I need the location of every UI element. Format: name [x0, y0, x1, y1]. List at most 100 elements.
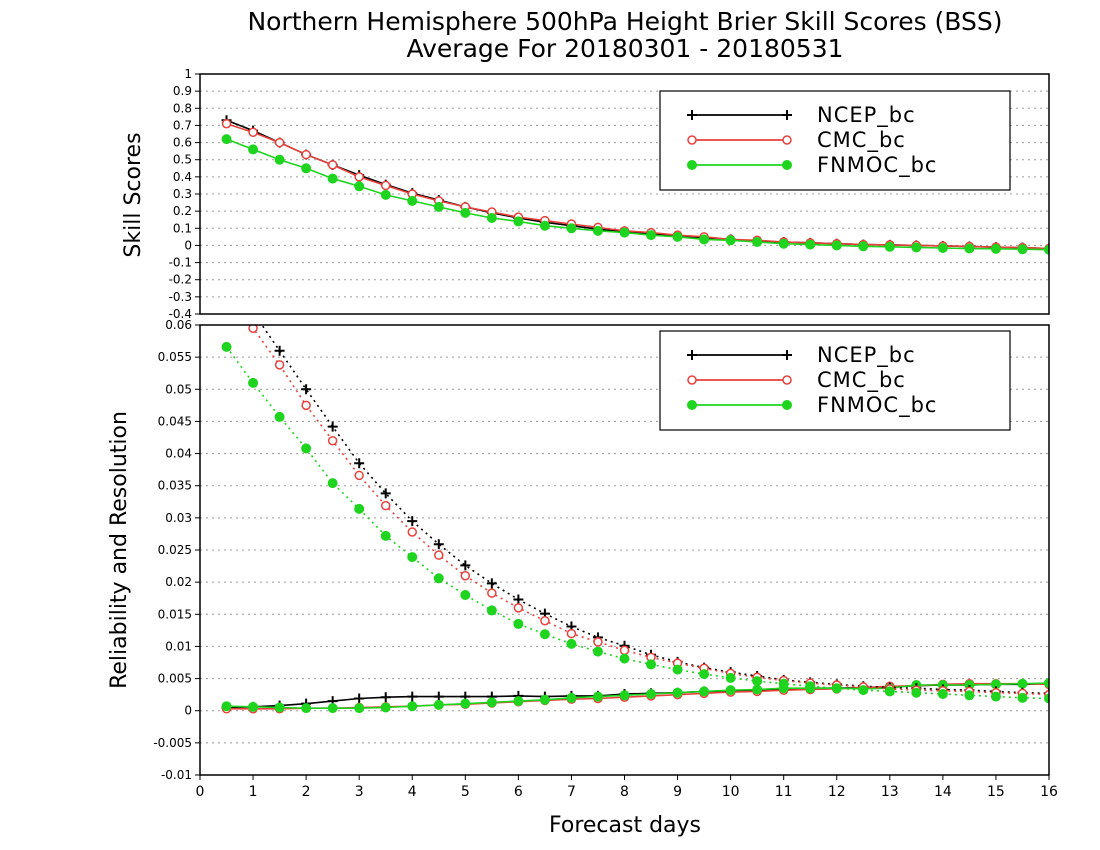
bottom-fnmoc-bc-resolution-point: [646, 659, 657, 670]
x-tick-label: 12: [828, 784, 846, 800]
x-tick-label: 16: [1040, 784, 1058, 800]
bottom-cmc-bc-resolution-point: [434, 550, 444, 560]
bottom-fnmoc-bc-reliability-point: [592, 691, 603, 702]
top-y-tick-label: 0.3: [173, 187, 192, 201]
top-y-tick-label: 0: [184, 238, 192, 252]
top-y-tick-label: 1: [184, 67, 192, 81]
bottom-y-tick-label: 0.005: [158, 672, 192, 686]
top-fnmoc-bc-point: [407, 195, 418, 206]
bottom-fnmoc-bc-reliability-point: [539, 694, 550, 705]
bottom-fnmoc-bc-reliability-point: [752, 684, 763, 695]
top-fnmoc-bc-point: [858, 241, 869, 252]
bottom-fnmoc-bc-resolution-point: [699, 669, 710, 680]
top-cmc-bc-point: [221, 118, 232, 129]
top-fnmoc-bc-point: [672, 231, 683, 242]
bottom-fnmoc-bc-resolution-point: [672, 664, 683, 675]
top-fnmoc-bc-point: [433, 201, 444, 212]
top-fnmoc-bc-point: [831, 240, 842, 251]
bottom-fnmoc-bc-reliability-point: [646, 689, 657, 699]
top-series-clipped: [221, 115, 1049, 255]
bottom-legend-label-ncep-bc: NCEP_bc: [817, 343, 916, 368]
bottom-cmc-bc-resolution-point: [540, 615, 550, 626]
bottom-legend-label-cmc-bc: CMC_bc: [817, 368, 906, 393]
bottom-fnmoc-bc-resolution-point: [486, 605, 497, 616]
bottom-fnmoc-bc-reliability-series: [221, 678, 1049, 714]
top-fnmoc-bc-series: [221, 134, 1049, 255]
top-y-tick-label: -0.1: [169, 256, 192, 270]
x-axis-label: Forecast days: [549, 813, 701, 838]
top-fnmoc-bc-point: [221, 134, 232, 145]
top-fnmoc-bc-point: [327, 173, 338, 184]
top-fnmoc-bc-point: [964, 243, 975, 254]
bottom-y-tick-label: 0.05: [165, 382, 192, 396]
x-tick-label: 8: [620, 784, 629, 800]
bottom-cmc-bc-resolution-point: [380, 500, 391, 511]
top-y-tick-label: -0.3: [169, 290, 192, 304]
bottom-fnmoc-bc-reliability-point: [699, 686, 710, 697]
bottom-fnmoc-bc-resolution-point: [858, 685, 869, 696]
x-tick-label: 1: [249, 784, 258, 800]
bottom-cmc-bc-resolution-point: [487, 588, 497, 598]
bottom-fnmoc-bc-resolution-point: [831, 683, 842, 694]
bottom-cmc-bc-resolution-point: [248, 325, 258, 333]
top-fnmoc-bc-point: [646, 230, 657, 241]
bottom-fnmoc-bc-reliability-point: [433, 699, 444, 710]
bottom-ncep-bc-reliability-point: [433, 691, 444, 702]
top-legend-marker-ncep-bc: [782, 110, 792, 120]
x-tick-label: 0: [196, 784, 205, 800]
bottom-cmc-bc-resolution-point: [566, 628, 577, 639]
bottom-fnmoc-bc-resolution-point: [301, 443, 312, 454]
top-fnmoc-bc-point: [911, 242, 922, 253]
x-tick-label: 11: [775, 784, 793, 800]
top-y-tick-label: 0.8: [173, 101, 192, 115]
top-legend-label-cmc-bc: CMC_bc: [817, 128, 906, 153]
bottom-ncep-bc-reliability-point: [407, 691, 418, 702]
bottom-fnmoc-bc-resolution-point: [513, 618, 524, 629]
top-cmc-bc-point: [380, 180, 391, 191]
top-y-tick-label: 0.5: [173, 153, 192, 167]
top-cmc-bc-point: [301, 149, 311, 160]
bottom-fnmoc-bc-resolution-point: [433, 573, 444, 584]
top-fnmoc-bc-point: [990, 243, 1001, 254]
bottom-cmc-bc-resolution-point: [274, 360, 285, 370]
top-series: [221, 115, 1049, 255]
bottom-fnmoc-bc-reliability-point: [513, 696, 524, 707]
top-fnmoc-bc-point: [1044, 244, 1049, 255]
top-fnmoc-bc-point: [778, 238, 789, 249]
x-tick-label: 6: [514, 784, 523, 800]
bottom-fnmoc-bc-resolution-point: [1017, 692, 1028, 703]
bottom-y-tick-label: 0.02: [165, 575, 192, 589]
bottom-legend-label-fnmoc-bc: FNMOC_bc: [817, 393, 937, 418]
bottom-fnmoc-bc-resolution-point: [539, 629, 550, 640]
bottom-fnmoc-bc-reliability-point: [248, 701, 259, 712]
top-plot-frame: [199, 73, 1050, 315]
top-y-tick-label: 0.1: [173, 221, 192, 235]
bottom-ncep-bc-reliability-point: [354, 693, 365, 704]
top-fnmoc-bc-point: [1017, 244, 1028, 255]
top-fnmoc-bc-point: [460, 207, 471, 218]
x-tick-label: 13: [881, 784, 899, 800]
bottom-fnmoc-bc-resolution-point: [778, 678, 789, 689]
x-tick-label: 10: [722, 784, 740, 800]
top-y-tick-label: -0.4: [169, 307, 192, 321]
x-tick-label: 5: [461, 784, 470, 800]
top-fnmoc-bc-point: [380, 189, 391, 200]
bottom-cmc-bc-resolution-point: [513, 603, 524, 613]
top-cmc-bc-point: [274, 137, 285, 148]
bottom-ncep-bc-resolution-point: [460, 560, 471, 571]
bottom-ncep-bc-resolution-point: [433, 539, 444, 550]
bottom-ncep-bc-resolution-point: [486, 578, 497, 589]
bottom-fnmoc-bc-resolution-point: [884, 686, 895, 697]
bottom-cmc-bc-resolution-point: [593, 637, 603, 647]
bottom-fnmoc-bc-resolution-point: [937, 689, 948, 699]
top-fnmoc-bc-point: [248, 144, 259, 155]
x-tick-label: 4: [408, 784, 417, 800]
top-fnmoc-bc-point: [301, 163, 312, 174]
top-y-tick-label: -0.2: [169, 273, 192, 287]
x-tick-label: 3: [355, 784, 364, 800]
bottom-fnmoc-bc-resolution-line: [225, 346, 1049, 700]
bottom-ncep-bc-resolution-point: [301, 384, 312, 395]
